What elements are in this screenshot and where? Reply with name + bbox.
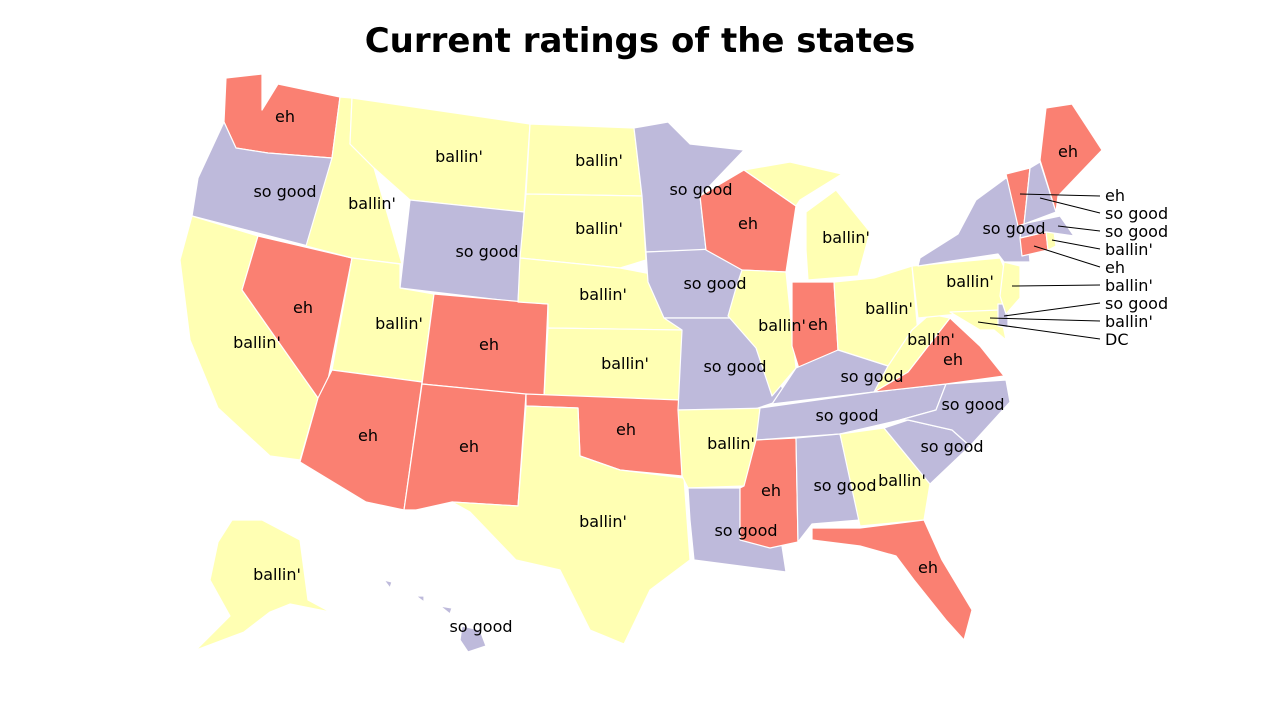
callout-ri: ballin' (1105, 240, 1153, 259)
label-mn: so good (669, 180, 732, 199)
label-wy: so good (455, 242, 518, 261)
callout-nj: ballin' (1105, 276, 1153, 295)
label-id: ballin' (348, 194, 396, 213)
label-co: eh (479, 335, 499, 354)
label-wv: ballin' (907, 330, 955, 349)
leader-md (989, 317, 1101, 322)
callout-de: so good (1105, 294, 1168, 313)
leader-nj (1011, 284, 1101, 287)
label-sd: ballin' (575, 219, 623, 238)
state-nc (899, 379, 1011, 447)
label-tn: so good (815, 406, 878, 425)
label-ks: ballin' (601, 354, 649, 373)
label-wi: eh (738, 214, 758, 233)
label-ne: ballin' (579, 285, 627, 304)
callout-md: ballin' (1105, 312, 1153, 331)
label-wa: eh (275, 107, 295, 126)
label-nd: ballin' (575, 151, 623, 170)
state-il (727, 269, 797, 397)
label-ut: ballin' (375, 314, 423, 333)
label-ga: ballin' (878, 471, 926, 490)
label-sc: so good (920, 437, 983, 456)
leader-ri (1051, 239, 1101, 250)
state-nj (999, 261, 1021, 315)
label-va: eh (943, 350, 963, 369)
callout-vt: eh (1105, 186, 1125, 205)
label-nc: so good (941, 395, 1004, 414)
state-sd (519, 193, 647, 269)
state-hi (383, 579, 487, 653)
leader-de (1003, 302, 1101, 317)
label-ms: eh (761, 481, 781, 500)
label-nm: eh (459, 437, 479, 456)
callout-ct: eh (1105, 258, 1125, 277)
label-il: ballin' (758, 316, 806, 335)
label-ar: ballin' (707, 434, 755, 453)
label-pa: ballin' (946, 272, 994, 291)
state-ga (839, 427, 931, 527)
states-layer (179, 73, 1103, 653)
state-ma (1019, 215, 1075, 239)
label-ca: ballin' (233, 333, 281, 352)
callout-dc: DC (1105, 330, 1129, 349)
state-al (795, 433, 861, 543)
state-ri (1045, 231, 1057, 251)
state-me (1039, 103, 1103, 213)
leader-dc (977, 321, 1101, 340)
label-me: eh (1058, 142, 1078, 161)
label-or: so good (253, 182, 316, 201)
state-fl (811, 519, 973, 641)
state-md (949, 309, 1007, 341)
label-la: so good (714, 521, 777, 540)
state-mi (743, 161, 871, 281)
leader-nh (1039, 197, 1101, 214)
label-ny: so good (982, 219, 1045, 238)
map-title: Current ratings of the states (365, 21, 916, 61)
label-ok: eh (616, 420, 636, 439)
label-tx: ballin' (579, 512, 627, 531)
label-mo: so good (703, 357, 766, 376)
leader-vt (1019, 193, 1101, 197)
label-fl: eh (918, 558, 938, 577)
label-az: eh (358, 426, 378, 445)
leader-ct (1033, 245, 1101, 268)
label-al: so good (813, 476, 876, 495)
state-tx (451, 405, 691, 645)
label-ia: so good (683, 274, 746, 293)
label-mi: ballin' (822, 228, 870, 247)
label-nv: eh (293, 298, 313, 317)
state-wv (873, 313, 951, 393)
state-ak (195, 519, 361, 651)
label-ky: so good (840, 367, 903, 386)
callout-nh: so good (1105, 204, 1168, 223)
label-oh: ballin' (865, 299, 913, 318)
label-mt: ballin' (435, 147, 483, 166)
leader-ma (1057, 225, 1101, 232)
state-labels-layer: eh so good ballin' eh ballin' ballin' so… (233, 107, 1168, 636)
label-hi: so good (449, 617, 512, 636)
label-in: eh (808, 315, 828, 334)
callout-ma: so good (1105, 222, 1168, 241)
label-ak: ballin' (253, 565, 301, 584)
